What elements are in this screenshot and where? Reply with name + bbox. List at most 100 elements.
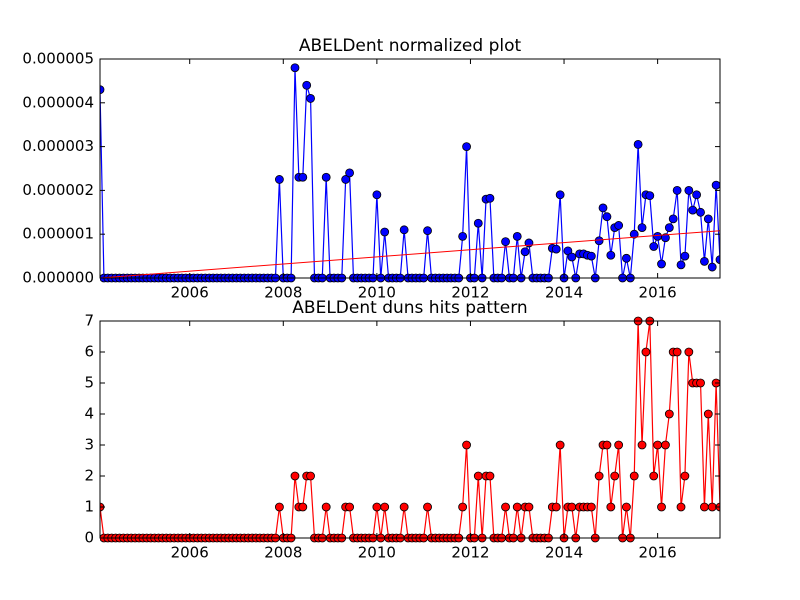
data-point [664,409,674,419]
data-point [380,502,390,512]
data-point [672,347,682,357]
data-point [372,190,382,200]
data-point [598,203,608,213]
data-point [657,259,666,269]
data-point [520,247,530,257]
data-point [629,471,639,481]
data-point [462,440,471,450]
data-point [551,244,561,254]
data-point [676,502,686,512]
data-point [602,440,612,450]
data-point [100,85,105,95]
data-point [653,231,663,241]
data-point [501,502,510,512]
trend-line [100,230,720,279]
data-point [657,502,666,512]
data-point [614,221,624,230]
data-point [594,236,604,246]
data-point [380,227,390,237]
x-tick-label: 2012 [451,284,489,302]
y-tick-label: 1 [84,498,94,516]
data-point [692,190,702,200]
data-point [649,471,659,481]
data-point [399,225,409,235]
data-point [614,440,624,450]
data-point [637,440,647,450]
data-point [586,251,596,261]
axes-frame [99,58,721,279]
data-point [275,502,284,512]
y-tick-label: 6 [84,343,94,361]
data-point [703,409,713,419]
data-point [306,471,315,481]
data-point [302,80,312,90]
data-point [700,502,709,512]
data-point [485,193,495,203]
data-point [586,502,596,512]
x-tick-label: 2014 [545,284,583,302]
data-point [688,205,698,215]
data-point [321,172,331,182]
data-point [555,440,565,450]
data-point [606,250,616,260]
data-point [462,142,471,152]
y-tick-label: 0.000003 [22,137,94,155]
data-point [672,185,682,195]
x-tick-label: 2010 [358,284,396,302]
x-tick-label: 2016 [639,544,677,562]
data-point [637,223,647,233]
data-point [555,190,565,200]
y-tick-label: 3 [84,436,94,454]
x-tick-label: 2008 [264,284,302,302]
x-tick-label: 2010 [358,544,396,562]
data-point [661,440,670,450]
data-point [341,175,351,184]
data-point [622,253,631,263]
y-tick-label: 0.000002 [22,181,94,199]
series-line [100,67,720,279]
data-point [345,502,354,512]
data-point [622,502,631,512]
data-point [290,63,300,73]
data-point [696,378,705,388]
chart-title: ABELDent duns hits pattern [292,298,527,318]
data-point [680,251,690,261]
data-point [684,347,694,357]
data-point [275,175,284,184]
data-point [684,185,694,195]
x-tick-label: 2016 [639,284,677,302]
y-tick-label: 0.000004 [22,93,94,111]
data-point [567,252,577,262]
data-point [641,347,651,357]
x-tick-label: 2006 [171,544,209,562]
data-point [512,231,522,241]
data-point [423,502,432,512]
data-point [676,260,686,270]
y-tick-label: 5 [84,374,94,392]
y-tick-label: 4 [84,405,94,423]
data-point [606,502,616,512]
y-tick-label: 0.000001 [22,225,94,243]
plot-area [100,316,720,543]
data-point [399,502,409,512]
data-point [473,218,483,228]
data-point [629,229,639,239]
data-point [473,471,483,481]
data-point [290,471,300,481]
data-point [703,214,713,224]
data-point [485,471,495,481]
data-point [715,255,720,265]
x-tick-label: 2012 [451,544,489,562]
data-point [700,256,709,266]
data-point [661,233,670,243]
y-tick-label: 2 [84,467,94,485]
data-point [551,502,561,512]
data-point [345,168,354,178]
y-tick-label: 0.000000 [22,269,94,287]
y-tick-label: 7 [84,312,94,330]
data-point [696,207,705,217]
data-point [501,237,510,247]
data-point [594,471,604,481]
